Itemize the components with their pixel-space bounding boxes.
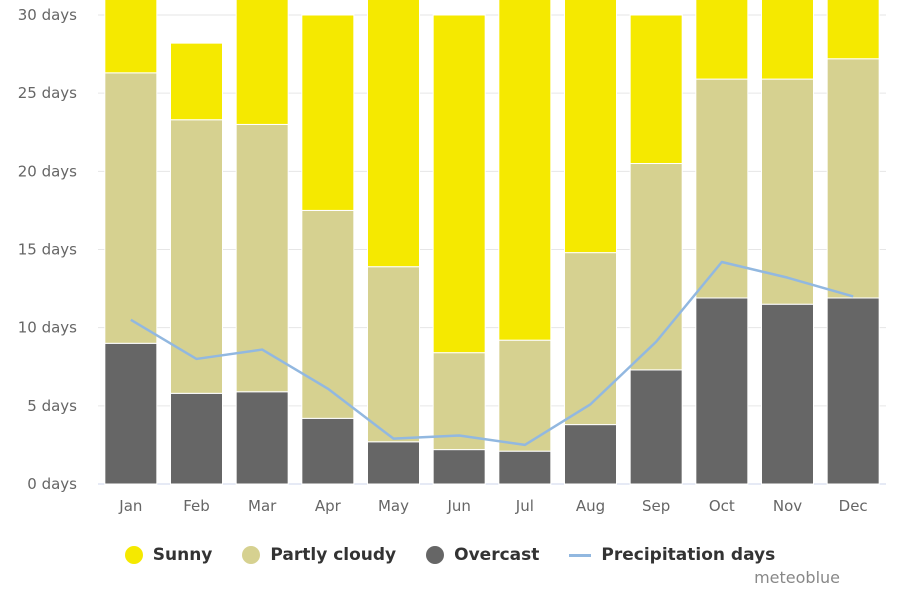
bar-overcast: [235, 391, 289, 485]
bar-partly-cloudy: [170, 119, 223, 394]
bar-overcast: [367, 441, 420, 485]
bar-partly-cloudy: [367, 266, 420, 443]
chart-legend: Sunny Partly cloudy Overcast Precipitati…: [0, 540, 900, 570]
x-tick-label: Nov: [773, 497, 802, 515]
bar-sunny: [367, 0, 420, 268]
legend-label-partly-cloudy: Partly cloudy: [270, 545, 397, 565]
bar-sunny: [826, 0, 880, 60]
bar-overcast: [826, 297, 880, 485]
bar-sunny: [498, 0, 552, 341]
bar-partly-cloudy: [761, 78, 814, 305]
bar-overcast: [629, 369, 683, 485]
bar-partly-cloudy: [301, 209, 355, 419]
bar-partly-cloudy: [826, 58, 880, 299]
x-tick-label: Apr: [315, 497, 342, 515]
y-tick-label: 25 days: [18, 84, 77, 102]
y-tick-label: 0 days: [27, 475, 77, 493]
bar-overcast: [564, 424, 617, 485]
bar-sunny: [432, 14, 486, 354]
legend-swatch-partly-cloudy: [242, 546, 261, 564]
y-tick-label: 10 days: [18, 319, 77, 337]
bar-overcast: [432, 449, 486, 485]
bar-sunny: [104, 0, 158, 74]
x-tick-label: May: [378, 497, 409, 515]
legend-label-sunny: Sunny: [152, 545, 213, 565]
x-tick-label: Dec: [839, 497, 868, 515]
x-tick-label: Oct: [709, 497, 735, 515]
bar-sunny: [629, 14, 683, 165]
y-tick-label: 30 days: [18, 6, 77, 24]
y-tick-label: 5 days: [27, 397, 77, 415]
bar-sunny: [170, 42, 223, 121]
legend-swatch-overcast: [426, 546, 445, 564]
bar-overcast: [761, 303, 814, 485]
bar-sunny: [235, 0, 289, 125]
bar-sunny: [761, 0, 814, 80]
bar-partly-cloudy: [498, 339, 552, 452]
bar-partly-cloudy: [235, 123, 289, 393]
stacked-bar-chart: 0 days 5 days 10 days 15 days 20 days 25 days…: [18, 0, 886, 515]
bar-partly-cloudy: [629, 163, 683, 371]
precipitation-days-line: [130, 260, 854, 447]
bar-partly-cloudy: [432, 352, 486, 451]
x-tick-label: Aug: [576, 497, 605, 515]
legend-label-overcast: Overcast: [454, 545, 540, 565]
bar-partly-cloudy: [104, 72, 158, 344]
bar-overcast: [170, 392, 223, 485]
x-tick-label: Jul: [515, 497, 534, 515]
bar-overcast: [104, 342, 158, 485]
x-tick-label: Jan: [118, 497, 142, 515]
x-tick-label: Sep: [642, 497, 670, 515]
legend-line-precipitation-days: [569, 553, 592, 557]
y-tick-label: 15 days: [18, 241, 77, 259]
bar-sunny: [301, 14, 355, 211]
x-tick-label: Jun: [446, 497, 470, 515]
legend-swatch-sunny: [124, 546, 143, 564]
meteoblue-credit[interactable]: meteoblue: [754, 568, 840, 587]
bar-overcast: [498, 450, 552, 485]
legend-item-partly-cloudy[interactable]: Partly cloudy: [242, 545, 396, 565]
bar-sunny: [695, 0, 749, 80]
bar-sunny: [564, 0, 617, 254]
x-tick-label: Mar: [248, 497, 277, 515]
legend-item-overcast[interactable]: Overcast: [426, 545, 539, 565]
legend-item-sunny[interactable]: Sunny: [124, 545, 213, 565]
bar-partly-cloudy: [564, 252, 617, 426]
bar-overcast: [695, 297, 749, 485]
legend-item-precipitation-days[interactable]: Precipitation days: [569, 545, 775, 565]
legend-label-precipitation-days: Precipitation days: [601, 545, 776, 565]
y-tick-label: 20 days: [18, 162, 77, 180]
x-tick-label: Feb: [183, 497, 210, 515]
bar-overcast: [301, 417, 355, 485]
